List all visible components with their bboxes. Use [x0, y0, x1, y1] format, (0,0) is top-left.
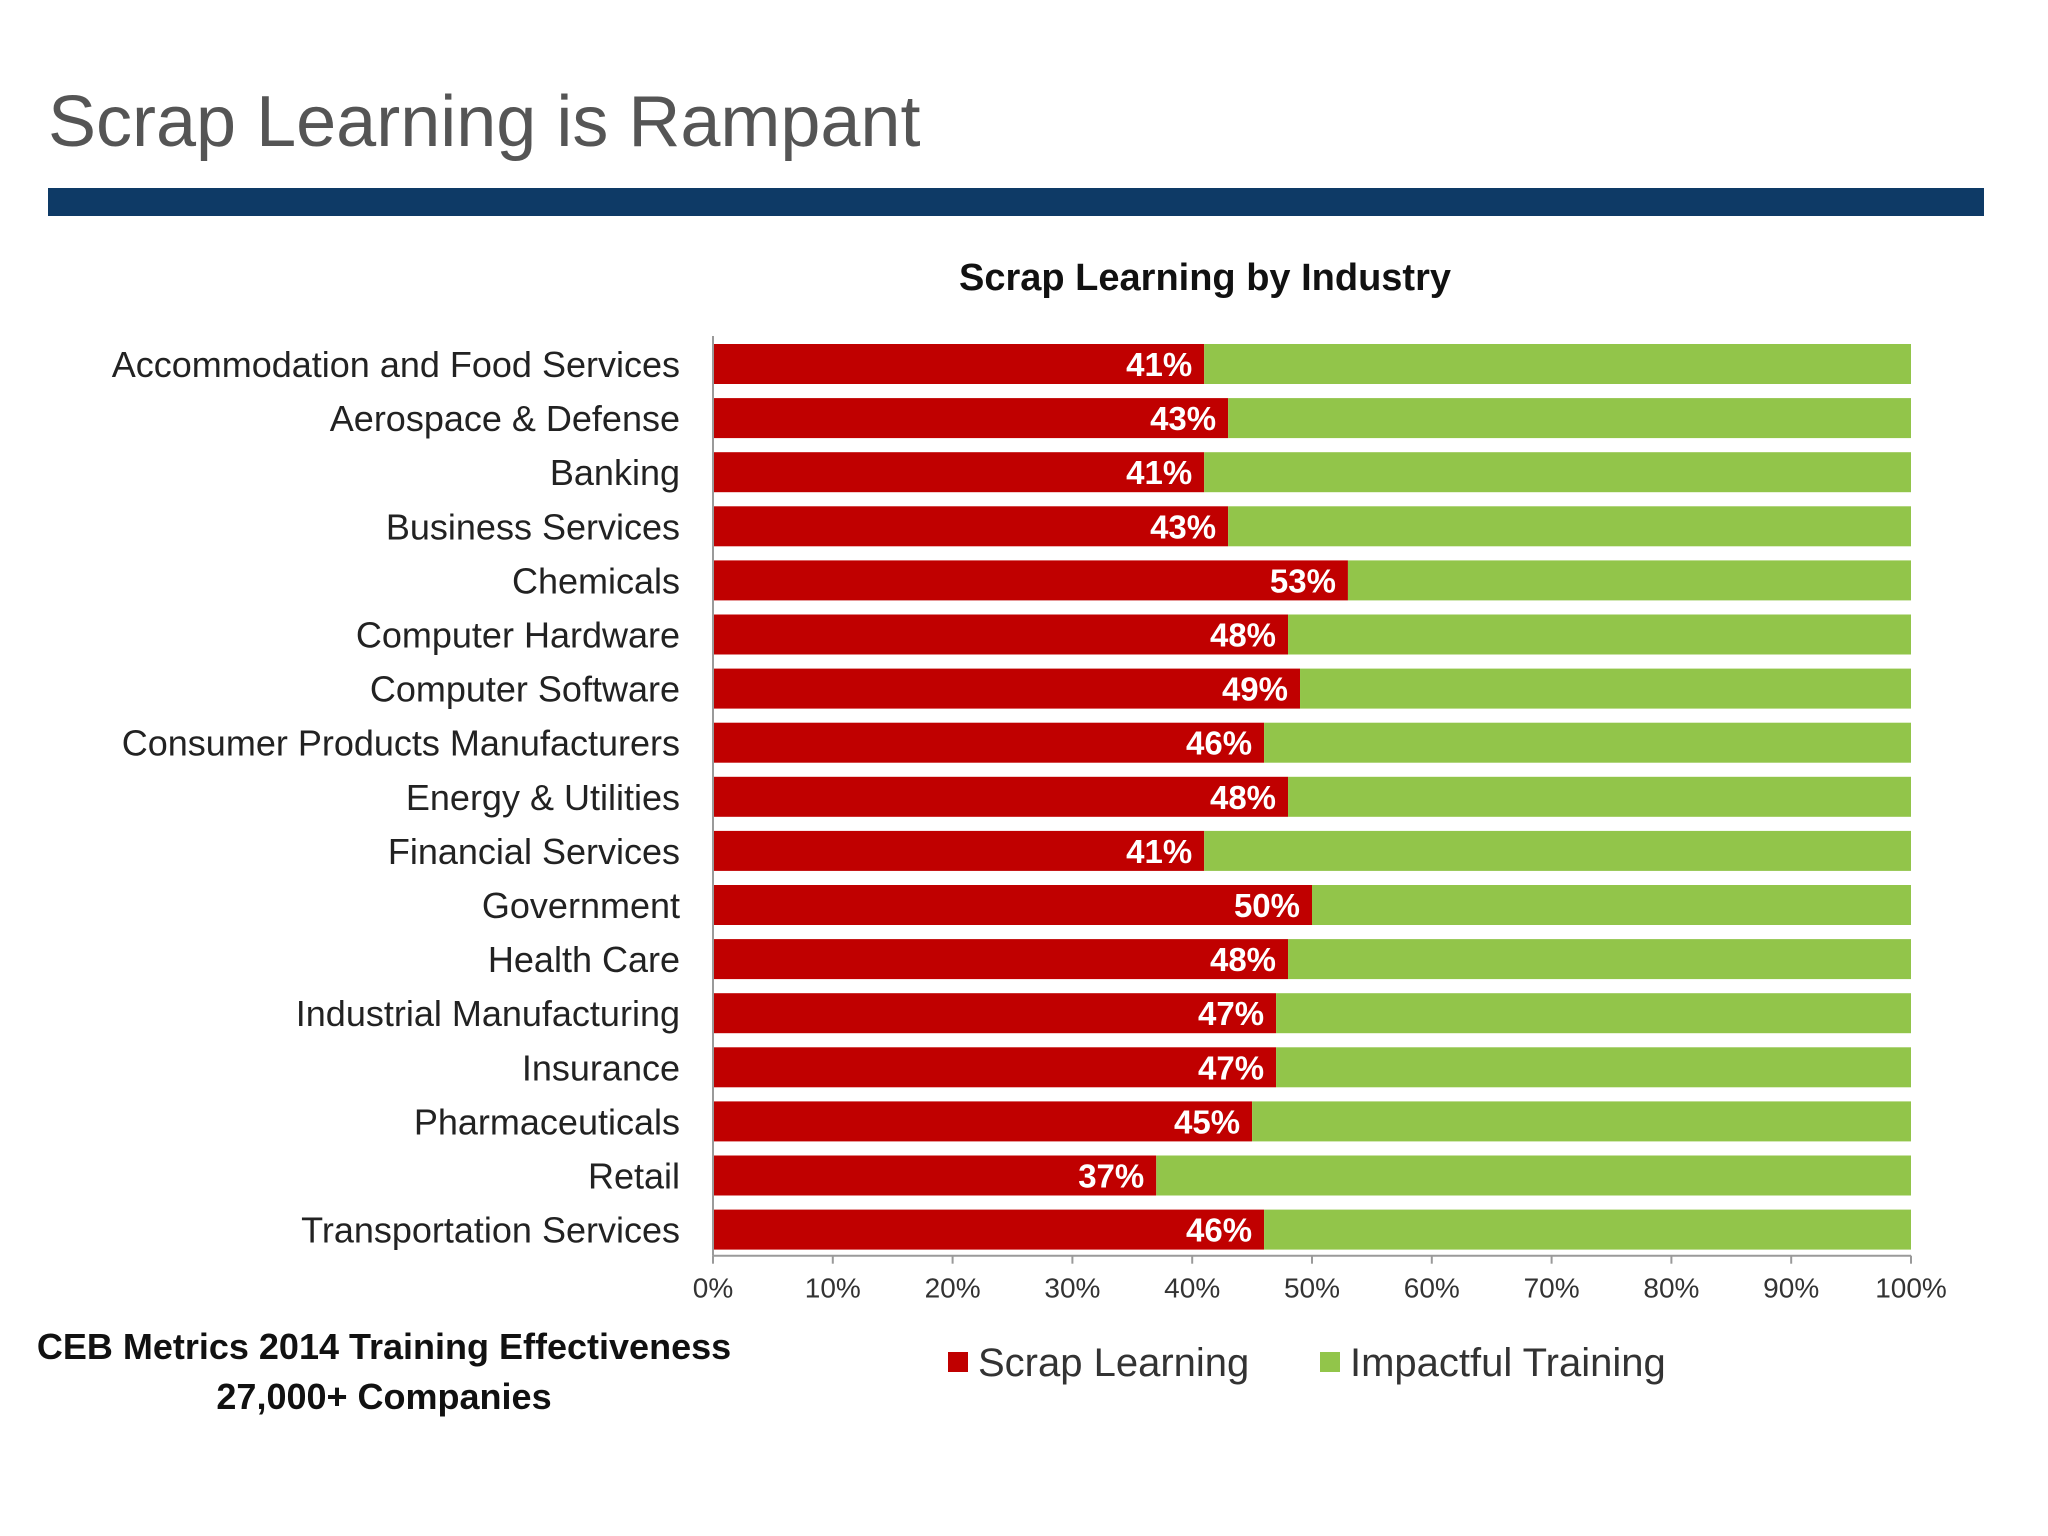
title-rule [48, 188, 1984, 216]
data-label: 53% [1270, 562, 1336, 599]
category-label: Accommodation and Food Services [112, 344, 680, 385]
scrap-learning-bar [713, 398, 1229, 439]
data-label: 48% [1210, 941, 1276, 978]
legend-label-scrap-learning: Scrap Learning [978, 1341, 1249, 1385]
category-label: Industrial Manufacturing [296, 993, 680, 1034]
x-tick-label: 50% [1284, 1273, 1340, 1304]
category-label: Computer Software [370, 669, 680, 710]
impactful-training-bar [1300, 668, 1911, 709]
category-label: Retail [588, 1156, 680, 1197]
category-label: Pharmaceuticals [414, 1101, 680, 1142]
data-label: 48% [1210, 779, 1276, 816]
source-line-1: CEB Metrics 2014 Training Effectiveness [36, 1326, 732, 1367]
x-tick-label: 30% [1044, 1273, 1100, 1304]
data-label: 41% [1126, 454, 1192, 491]
x-tick-label: 0% [693, 1273, 733, 1304]
scrap-learning-bar [713, 1047, 1277, 1088]
scrap-learning-bar [713, 722, 1265, 763]
slide-title: Scrap Learning is Rampant [48, 82, 921, 162]
x-tick-label: 40% [1164, 1273, 1220, 1304]
x-tick-label: 10% [805, 1273, 861, 1304]
x-tick-label: 20% [925, 1273, 981, 1304]
data-label: 50% [1234, 887, 1300, 924]
category-label: Financial Services [388, 831, 680, 872]
category-label: Energy & Utilities [406, 777, 680, 818]
data-label: 43% [1150, 508, 1216, 545]
data-label: 37% [1078, 1158, 1144, 1195]
x-tick-label: 70% [1524, 1273, 1580, 1304]
data-label: 48% [1210, 617, 1276, 654]
source-line-2: 27,000+ Companies [216, 1376, 552, 1417]
chart-title: Scrap Learning by Industry [959, 257, 1451, 299]
category-label: Health Care [488, 939, 680, 980]
scrap-learning-bar [713, 614, 1289, 655]
impactful-training-bar [1312, 885, 1911, 925]
data-label: 47% [1198, 995, 1264, 1032]
category-label: Government [482, 885, 680, 926]
category-label: Insurance [522, 1047, 680, 1088]
legend-label-impactful-training: Impactful Training [1350, 1341, 1666, 1385]
impactful-training-bar [1204, 830, 1911, 871]
category-label: Transportation Services [301, 1210, 680, 1251]
category-label: Chemicals [512, 560, 680, 601]
impactful-training-bar [1288, 614, 1911, 655]
impactful-training-bar [1228, 398, 1911, 439]
scrap-learning-bar [713, 560, 1348, 601]
x-tick-label: 60% [1404, 1273, 1460, 1304]
scrap-learning-bar [713, 506, 1229, 547]
impactful-training-bar [1276, 1047, 1911, 1088]
scrap-learning-bar [713, 939, 1289, 980]
data-label: 46% [1186, 1212, 1252, 1249]
data-label: 49% [1222, 671, 1288, 708]
data-label: 45% [1174, 1103, 1240, 1140]
scrap-learning-bar [713, 993, 1277, 1034]
scrap-learning-bar [713, 1101, 1253, 1142]
scrap-learning-bar [713, 344, 1205, 384]
scrap-learning-bar [713, 668, 1301, 709]
x-tick-label: 100% [1875, 1273, 1947, 1304]
legend-swatch-scrap-learning [948, 1352, 968, 1372]
scrap-learning-bar [713, 452, 1205, 493]
x-tick-label: 90% [1763, 1273, 1819, 1304]
impactful-training-bar [1156, 1155, 1911, 1196]
scrap-learning-bar [713, 1155, 1157, 1196]
impactful-training-bar [1276, 993, 1911, 1034]
impactful-training-bar [1204, 452, 1911, 493]
data-label: 41% [1126, 833, 1192, 870]
impactful-training-bar [1264, 722, 1911, 763]
impactful-training-bar [1288, 939, 1911, 980]
scrap-learning-bar [713, 1209, 1265, 1250]
x-tick-label: 80% [1643, 1273, 1699, 1304]
scrap-learning-bar [713, 776, 1289, 817]
data-label: 41% [1126, 346, 1192, 383]
source-note: CEB Metrics 2014 Training Effectiveness … [24, 1322, 744, 1422]
data-label: 43% [1150, 400, 1216, 437]
category-label: Business Services [386, 506, 680, 547]
category-label: Aerospace & Defense [330, 398, 680, 439]
impactful-training-bar [1288, 776, 1911, 817]
category-label: Consumer Products Manufacturers [122, 723, 680, 764]
impactful-training-bar [1252, 1101, 1911, 1142]
data-label: 47% [1198, 1049, 1264, 1086]
legend-swatch-impactful-training [1320, 1352, 1340, 1372]
scrap-learning-bar [713, 885, 1312, 925]
data-label: 46% [1186, 725, 1252, 762]
category-label: Banking [550, 452, 680, 493]
impactful-training-bar [1228, 506, 1911, 547]
scrap-learning-bar [713, 830, 1205, 871]
category-label: Computer Hardware [356, 615, 680, 656]
impactful-training-bar [1264, 1209, 1911, 1250]
impactful-training-bar [1347, 560, 1911, 601]
impactful-training-bar [1204, 344, 1911, 384]
